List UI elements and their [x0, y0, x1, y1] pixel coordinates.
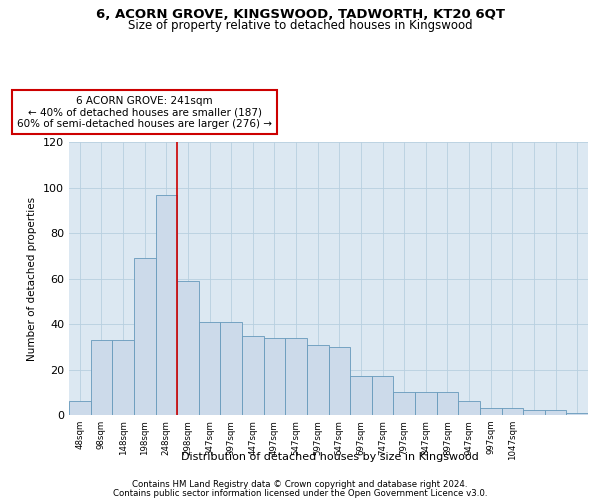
Bar — [394, 392, 415, 415]
Bar — [112, 340, 134, 415]
Bar — [458, 402, 480, 415]
Text: 6, ACORN GROVE, KINGSWOOD, TADWORTH, KT20 6QT: 6, ACORN GROVE, KINGSWOOD, TADWORTH, KT2… — [95, 8, 505, 20]
Bar — [134, 258, 155, 415]
Bar — [177, 281, 199, 415]
Text: Contains public sector information licensed under the Open Government Licence v3: Contains public sector information licen… — [113, 488, 487, 498]
Bar — [329, 347, 350, 415]
Bar — [199, 322, 220, 415]
Bar — [372, 376, 394, 415]
Bar — [242, 336, 263, 415]
Bar — [263, 338, 285, 415]
Bar — [220, 322, 242, 415]
Bar — [285, 338, 307, 415]
Text: Size of property relative to detached houses in Kingswood: Size of property relative to detached ho… — [128, 18, 472, 32]
Bar — [415, 392, 437, 415]
Bar — [437, 392, 458, 415]
Bar — [523, 410, 545, 415]
Bar — [69, 402, 91, 415]
Text: Distribution of detached houses by size in Kingswood: Distribution of detached houses by size … — [181, 452, 479, 462]
Bar — [91, 340, 112, 415]
Bar — [502, 408, 523, 415]
Text: 6 ACORN GROVE: 241sqm
← 40% of detached houses are smaller (187)
60% of semi-det: 6 ACORN GROVE: 241sqm ← 40% of detached … — [17, 96, 272, 129]
Y-axis label: Number of detached properties: Number of detached properties — [28, 196, 37, 361]
Bar — [307, 344, 329, 415]
Bar — [350, 376, 372, 415]
Bar — [480, 408, 502, 415]
Text: Contains HM Land Registry data © Crown copyright and database right 2024.: Contains HM Land Registry data © Crown c… — [132, 480, 468, 489]
Bar — [566, 412, 588, 415]
Bar — [545, 410, 566, 415]
Bar — [155, 194, 177, 415]
